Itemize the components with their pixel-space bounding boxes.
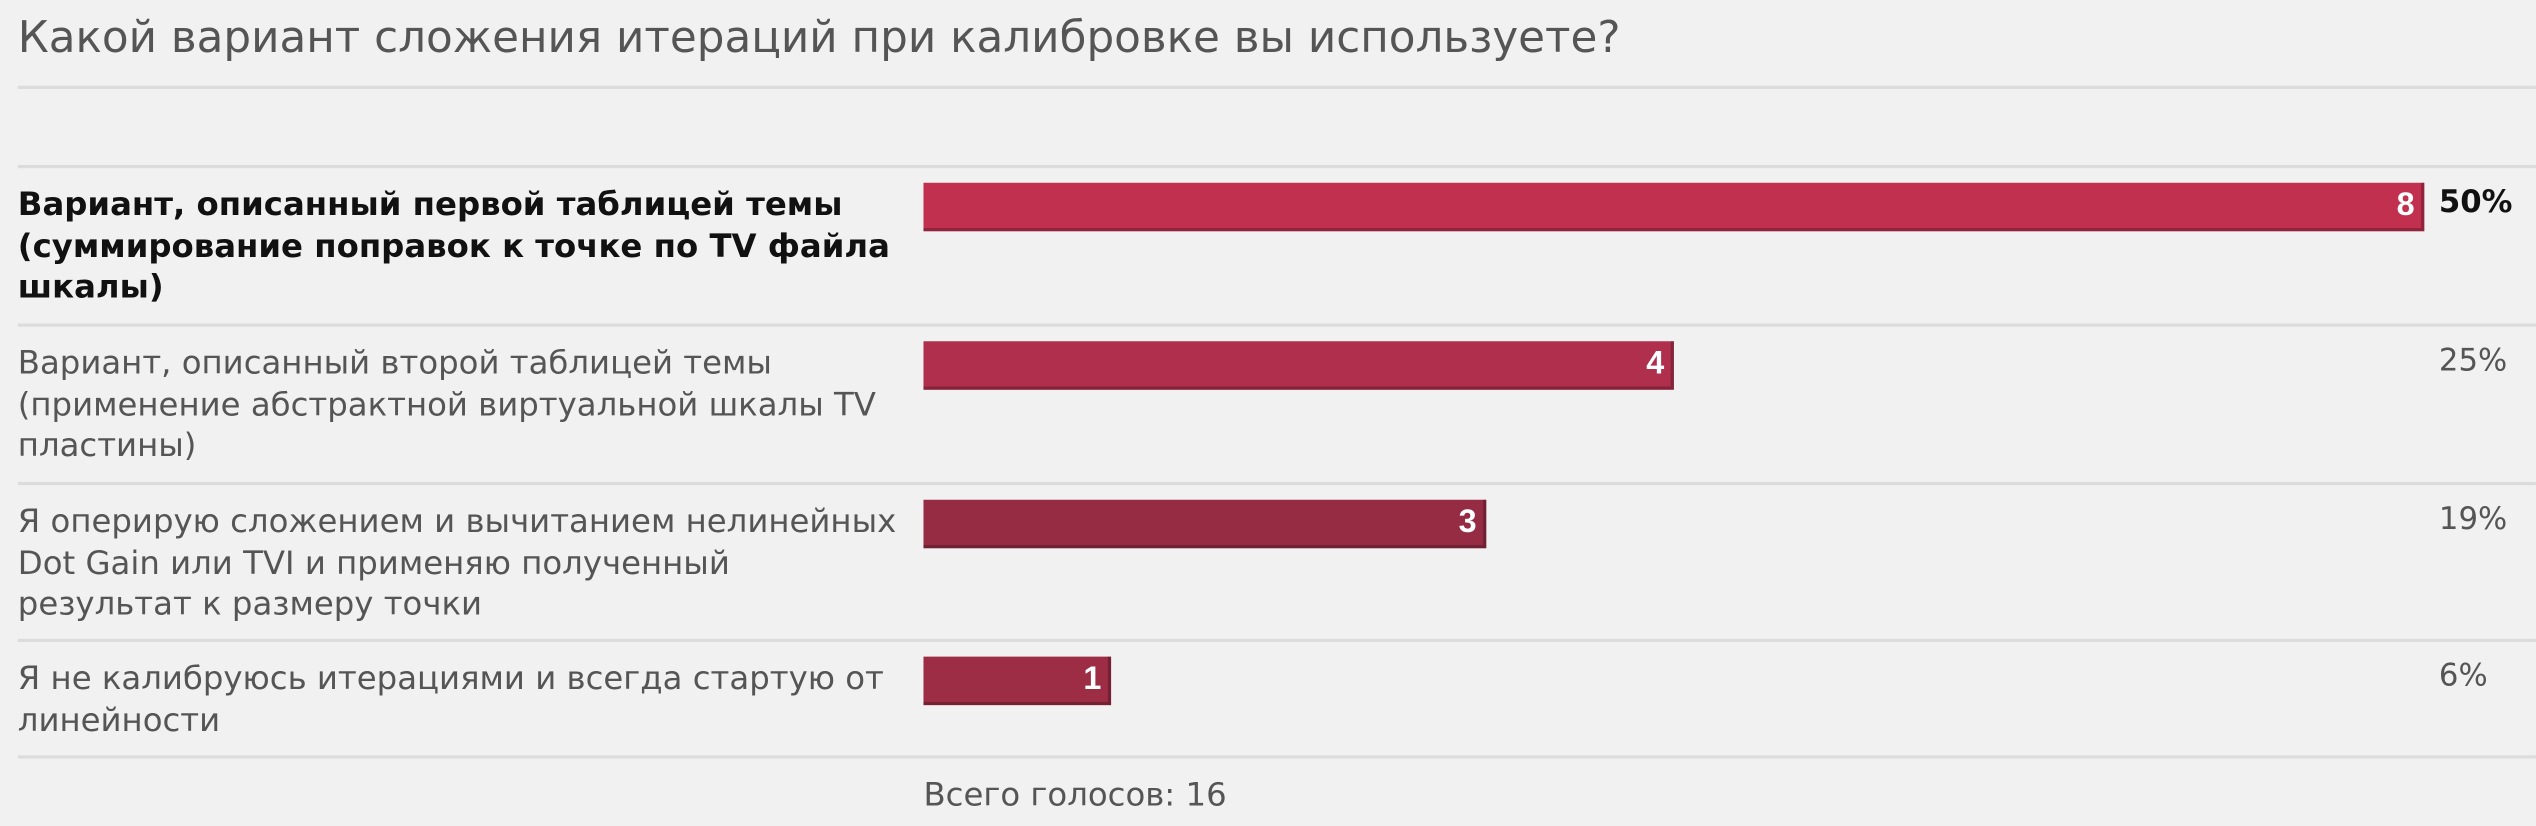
vote-count: 4 [1646, 346, 1665, 382]
percent-label: 19% [2438, 501, 2508, 537]
separator [17, 638, 2536, 643]
percent-label: 50% [2438, 184, 2513, 220]
option-label: Вариант, описанный второй таблицей темы … [17, 342, 876, 465]
separator [17, 85, 2536, 89]
percent-label: 25% [2438, 342, 2508, 379]
option-label: Вариант, описанный первой таблицей темы … [17, 184, 890, 306]
bar: 1 [923, 656, 1112, 706]
vote-count: 8 [2396, 187, 2415, 224]
percent-label: 6% [2438, 658, 2488, 694]
bar: 3 [923, 499, 1487, 549]
vote-count: 1 [1083, 661, 1102, 698]
total-votes: Всего голосов: 16 [923, 774, 1227, 814]
separator [17, 164, 2536, 169]
vote-count: 3 [1458, 504, 1477, 541]
bar: 8 [923, 182, 2425, 232]
separator [17, 323, 2536, 327]
poll-title: Какой вариант сложения итераций при кали… [17, 12, 1621, 64]
option-label: Я не калибруюсь итерациями и всегда стар… [17, 658, 884, 739]
separator [17, 755, 2536, 759]
option-label: Я оперирую сложением и вычитанием нелине… [17, 501, 897, 623]
bar: 4 [923, 341, 1674, 390]
separator [17, 481, 2536, 486]
